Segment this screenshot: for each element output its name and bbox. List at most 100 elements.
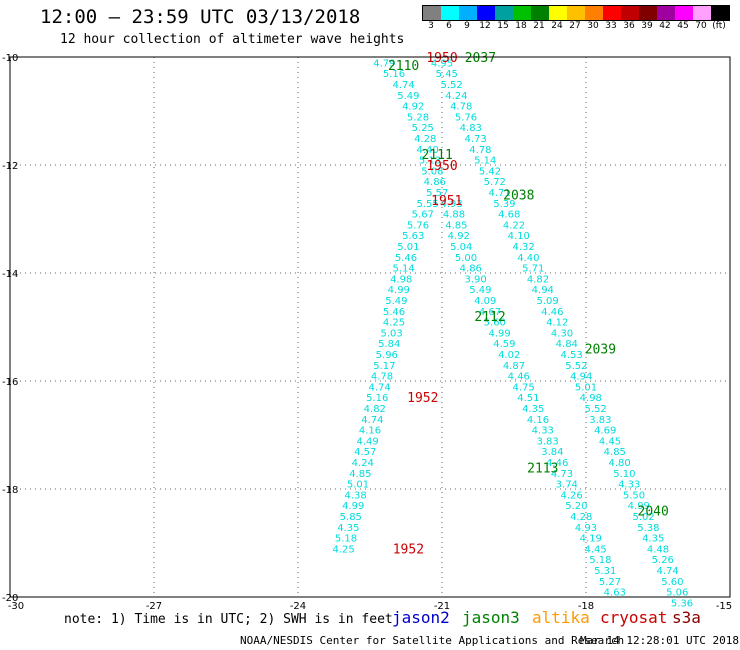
time-label: 2037 [465, 51, 496, 66]
color-legend-bar [422, 5, 730, 21]
swh-value: 5.03 [380, 328, 402, 339]
swh-value: 5.20 [565, 501, 587, 512]
swh-value: 4.33 [618, 480, 640, 491]
satellite-jason2-label: jason2 [392, 608, 450, 627]
legend-swatch [423, 6, 441, 20]
swh-value: 4.84 [556, 339, 578, 350]
color-legend-labels: 3 6 9 12 15 18 21 24 27 30 33 36 39 42 45 70 (ft) [422, 21, 728, 35]
swh-value: 4.68 [498, 210, 520, 221]
swh-value: 4.74 [361, 415, 383, 426]
swh-value: 4.25 [332, 544, 354, 555]
swh-value: 4.38 [344, 490, 366, 501]
x-tick-label: -30 [8, 601, 24, 612]
time-label: 2111 [422, 148, 453, 163]
swh-value: 4.73 [551, 469, 573, 480]
legend-label: 15 [497, 21, 509, 31]
swh-value: 5.26 [652, 555, 674, 566]
swh-value: 4.86 [424, 177, 446, 188]
swh-value: 4.28 [570, 512, 592, 523]
swh-points: 4.795.164.745.494.925.285.254.284.405.13… [332, 58, 693, 609]
swh-value: 4.53 [560, 350, 582, 361]
satellite-s3a-label: s3a [672, 608, 701, 627]
swh-value: 4.94 [570, 372, 592, 383]
swh-value: 4.09 [474, 296, 496, 307]
swh-value: 5.71 [522, 264, 544, 275]
swh-value: 4.79 [373, 58, 395, 69]
legend-swatch [693, 6, 711, 20]
swh-value: 4.99 [488, 328, 510, 339]
swh-value: 5.18 [589, 555, 611, 566]
swh-value: 5.50 [623, 490, 645, 501]
swh-value: 4.93 [575, 523, 597, 534]
legend-label: 39 [641, 21, 653, 31]
swh-value: 5.01 [575, 382, 597, 393]
satellite-jason3-label: jason3 [462, 608, 520, 627]
swh-value: 5.45 [436, 69, 458, 80]
time-label: 2112 [474, 310, 505, 325]
swh-value: 4.35 [642, 534, 664, 545]
swh-value: 5.27 [599, 577, 621, 588]
swh-value: 4.74 [656, 566, 678, 577]
swh-value: 5.39 [493, 199, 515, 210]
swh-value: 4.16 [359, 426, 381, 437]
satellite-altika-label: altika [532, 608, 590, 627]
swh-value: 4.25 [383, 318, 405, 329]
legend-label: 6 [446, 21, 452, 31]
time-label: 2110 [388, 59, 419, 74]
swh-value: 4.75 [512, 382, 534, 393]
swh-value: 5.38 [637, 523, 659, 534]
swh-value: 5.00 [455, 253, 477, 264]
x-tick-label: -21 [434, 601, 450, 612]
legend-label: 33 [605, 21, 617, 31]
legend-label: 12 [479, 21, 491, 31]
swh-value: 5.17 [373, 361, 395, 372]
time-label: 1952 [393, 542, 424, 557]
legend-swatch [567, 6, 585, 20]
swh-value: 4.85 [604, 447, 626, 458]
generated-timestamp: Mar 14 12:28:01 UTC 2018 [580, 634, 739, 647]
swh-value: 4.86 [460, 264, 482, 275]
swh-value: 5.36 [671, 598, 693, 609]
swh-value: 4.73 [464, 134, 486, 145]
time-label: 1950 [426, 159, 457, 174]
legend-swatch [657, 6, 675, 20]
swh-value: 4.82 [527, 274, 549, 285]
swh-value: 4.32 [512, 242, 534, 253]
swh-value: 5.63 [402, 231, 424, 242]
x-tick-label: -15 [716, 601, 732, 612]
chart-title: 12:00 – 23:59 UTC 03/13/2018 [40, 6, 361, 28]
legend-label: (ft) [712, 21, 726, 31]
swh-value: 5.52 [565, 361, 587, 372]
swh-value: 4.85 [445, 220, 467, 231]
swh-value: 5.06 [666, 588, 688, 599]
swh-value: 4.22 [503, 220, 525, 231]
time-label: 1951 [431, 194, 462, 209]
swh-value: 5.46 [395, 253, 417, 264]
legend-label: 27 [569, 21, 581, 31]
swh-value: 5.49 [469, 285, 491, 296]
swh-value: 4.57 [354, 447, 376, 458]
swh-value: 4.16 [527, 415, 549, 426]
legend-swatch [513, 6, 531, 20]
swh-value: 4.69 [594, 426, 616, 437]
swh-value: 5.46 [383, 307, 405, 318]
legend-swatch [495, 6, 513, 20]
swh-value: 4.12 [546, 318, 568, 329]
swh-value: 5.42 [479, 166, 501, 177]
swh-value: 4.26 [560, 490, 582, 501]
swh-value: 4.82 [364, 404, 386, 415]
swh-value: 4.78 [469, 145, 491, 156]
swh-value: 5.10 [613, 469, 635, 480]
time-label: 1952 [407, 391, 438, 406]
map-grid [10, 57, 730, 597]
legend-label: 70 [695, 21, 707, 31]
legend-swatch [531, 6, 549, 20]
swh-value: 3.83 [589, 415, 611, 426]
swh-value: 5.08 [421, 166, 443, 177]
swh-value: 5.96 [376, 350, 398, 361]
swh-value: 4.98 [390, 274, 412, 285]
credit-text: NOAA/NESDIS Center for Satellite Applica… [240, 634, 625, 647]
swh-value: 4.92 [402, 102, 424, 113]
